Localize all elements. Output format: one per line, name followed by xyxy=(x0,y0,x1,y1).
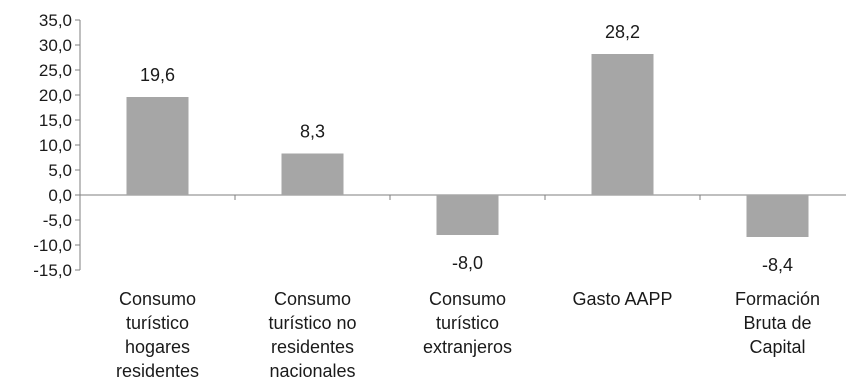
bar xyxy=(281,153,344,195)
data-label: 8,3 xyxy=(300,122,325,142)
bar xyxy=(591,54,654,195)
data-label: 19,6 xyxy=(140,65,175,85)
category-label-line: Formación xyxy=(735,289,820,309)
category-label-line: Bruta de xyxy=(743,313,811,333)
category-label-line: residentes xyxy=(271,337,354,357)
y-tick-label: 35,0 xyxy=(39,11,72,30)
category-labels: ConsumoturísticohogaresresidentesConsumo… xyxy=(116,289,820,381)
y-tick-label: 30,0 xyxy=(39,36,72,55)
category-label-line: nacionales xyxy=(269,361,355,381)
y-tick-label: -10,0 xyxy=(33,236,72,255)
category-label-line: Consumo xyxy=(274,289,351,309)
category-label-line: residentes xyxy=(116,361,199,381)
chart-bars xyxy=(126,54,809,237)
category-label-line: extranjeros xyxy=(423,337,512,357)
y-tick-label: -5,0 xyxy=(43,211,72,230)
data-label: 28,2 xyxy=(605,22,640,42)
data-label: -8,4 xyxy=(762,255,793,275)
y-tick-label: 10,0 xyxy=(39,136,72,155)
category-label: Consumo turístico hogares residentes xyxy=(116,289,199,381)
category-label-line: Capital xyxy=(749,337,805,357)
data-labels: 19,6 8,3 -8,0 28,2 -8,4 xyxy=(140,22,793,275)
category-label-line: turístico xyxy=(126,313,189,333)
y-tick-label: 15,0 xyxy=(39,111,72,130)
category-label: Formación Bruta de Capital xyxy=(735,289,820,357)
y-tick-label: 20,0 xyxy=(39,86,72,105)
y-tick-label: 25,0 xyxy=(39,61,72,80)
category-label: Consumo turístico no residentes nacionales xyxy=(268,289,356,381)
bar xyxy=(436,195,499,235)
bar xyxy=(746,195,809,237)
category-label-line: turístico no xyxy=(268,313,356,333)
bar xyxy=(126,97,189,195)
category-label-line: hogares xyxy=(125,337,190,357)
category-label: Gasto AAPP xyxy=(572,289,672,309)
y-tick-label: -15,0 xyxy=(33,261,72,280)
y-tick-label: 5,0 xyxy=(48,161,72,180)
category-label-line: Consumo xyxy=(429,289,506,309)
category-label-line: turístico xyxy=(436,313,499,333)
category-label-line: Consumo xyxy=(119,289,196,309)
y-tick-label: 0,0 xyxy=(48,186,72,205)
y-axis-ticks: 35,0 30,0 25,0 20,0 15,0 10,0 5,0 0,0 -5,0 -10,0 -… xyxy=(33,11,80,280)
category-label-line: Gasto AAPP xyxy=(572,289,672,309)
category-label: Consumo turístico extranjeros xyxy=(423,289,512,357)
data-label: -8,0 xyxy=(452,253,483,273)
